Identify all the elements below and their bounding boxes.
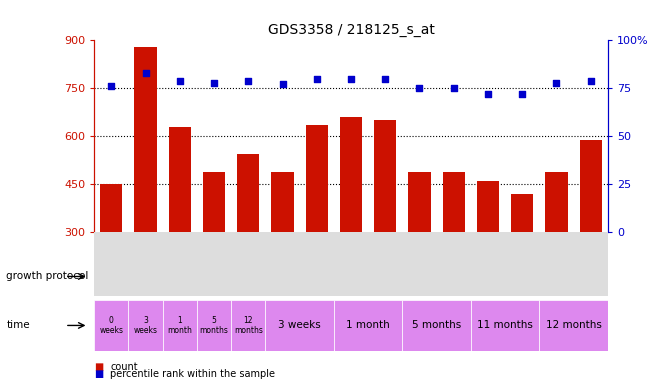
Text: ■: ■: [94, 369, 103, 379]
Point: [278, 81, 288, 88]
Bar: [334, 300, 402, 351]
Bar: [580, 139, 602, 232]
Text: 3
weeks: 3 weeks: [134, 316, 157, 335]
Text: 5 months: 5 months: [412, 320, 462, 331]
Text: 1
month: 1 month: [168, 316, 192, 335]
Text: count: count: [111, 362, 138, 372]
Point: [380, 76, 391, 82]
Text: percentile rank within the sample: percentile rank within the sample: [111, 369, 276, 379]
Point: [140, 70, 151, 76]
Point: [106, 83, 116, 89]
Point: [586, 78, 596, 84]
Text: androgen-deprived: androgen-deprived: [384, 271, 490, 281]
Bar: [162, 300, 197, 351]
Point: [243, 78, 254, 84]
Text: ■: ■: [94, 362, 103, 372]
Bar: [197, 300, 231, 351]
Point: [209, 79, 219, 86]
Bar: [402, 300, 471, 351]
Text: growth protocol: growth protocol: [6, 271, 89, 281]
Point: [311, 76, 322, 82]
Point: [483, 91, 493, 97]
Text: 12
months: 12 months: [234, 316, 263, 335]
Title: GDS3358 / 218125_s_at: GDS3358 / 218125_s_at: [268, 23, 434, 36]
Bar: [129, 300, 162, 351]
Bar: [265, 259, 608, 294]
Bar: [306, 125, 328, 232]
Bar: [443, 172, 465, 232]
Text: 5
months: 5 months: [200, 316, 229, 335]
Point: [414, 85, 424, 91]
Bar: [169, 127, 191, 232]
Bar: [135, 47, 157, 232]
Bar: [272, 172, 294, 232]
Text: 11 months: 11 months: [477, 320, 533, 331]
Bar: [540, 300, 608, 351]
Text: time: time: [6, 320, 30, 331]
Text: 12 months: 12 months: [545, 320, 601, 331]
Text: 1 month: 1 month: [346, 320, 390, 331]
Point: [175, 78, 185, 84]
Bar: [94, 300, 129, 351]
Bar: [340, 117, 362, 232]
Bar: [100, 184, 122, 232]
Bar: [203, 172, 225, 232]
Point: [517, 91, 527, 97]
Bar: [231, 300, 265, 351]
Text: 3 weeks: 3 weeks: [278, 320, 321, 331]
Bar: [265, 300, 334, 351]
Bar: [477, 181, 499, 232]
Text: control: control: [161, 271, 199, 281]
Bar: [374, 120, 396, 232]
Point: [346, 76, 356, 82]
Bar: [511, 194, 533, 232]
Text: 0
weeks: 0 weeks: [99, 316, 124, 335]
Bar: [408, 172, 430, 232]
Bar: [237, 154, 259, 232]
Bar: [545, 172, 567, 232]
Point: [448, 85, 459, 91]
Bar: [471, 300, 540, 351]
Point: [551, 79, 562, 86]
Bar: [94, 259, 265, 294]
